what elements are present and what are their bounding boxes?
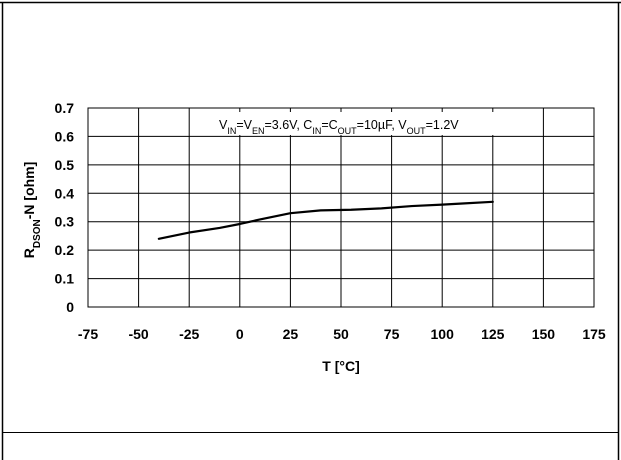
y-axis-label: RDSON-N [ohm] (21, 162, 43, 259)
chart-annotation: VIN=VEN=3.6V, CIN=COUT=10µF, VOUT=1.2V (219, 118, 459, 136)
x-tick-label: 0 (236, 326, 244, 342)
annotation-part: =V (236, 118, 252, 132)
x-tick-label: 75 (384, 326, 400, 342)
x-tick-label: 50 (333, 326, 349, 342)
annotation-part: =3.6V, C (265, 118, 313, 132)
annotation-part: IN (312, 126, 321, 136)
x-tick-label: 25 (283, 326, 299, 342)
x-tick-label: -25 (179, 326, 199, 342)
annotation-part: V (219, 118, 228, 132)
y-tick-label: 0.6 (55, 128, 75, 144)
y-tick-label: 0.4 (55, 185, 75, 201)
grid-lines (87, 107, 595, 308)
x-tick-label: -50 (128, 326, 148, 342)
annotation-part: OUT (407, 126, 427, 136)
series-layer (157, 200, 494, 240)
x-axis-label: T [°C] (322, 358, 359, 374)
x-tick-labels: -75 -50 -25 0 25 50 75 100 125 150 175 (78, 326, 606, 342)
y-axis-label-suffix: -N [ohm] (21, 162, 37, 220)
x-tick-label: 175 (582, 326, 606, 342)
annotation-box (214, 112, 540, 135)
series-line (157, 200, 494, 240)
x-tick-label: 100 (431, 326, 455, 342)
y-tick-label: 0.2 (55, 242, 75, 258)
annotation-part: IN (227, 126, 236, 136)
y-tick-label: 0 (66, 299, 74, 315)
annotation-part: EN (252, 126, 265, 136)
y-tick-label: 0.7 (55, 100, 75, 116)
y-tick-label: 0.3 (55, 214, 75, 230)
x-tick-label: -75 (78, 326, 98, 342)
annotation-part: OUT (338, 126, 358, 136)
x-tick-label: 125 (481, 326, 505, 342)
x-tick-label: 150 (532, 326, 556, 342)
y-axis-label-main: R (21, 248, 37, 258)
y-tick-labels: 0 0.1 0.2 0.3 0.4 0.5 0.6 0.7 (55, 100, 75, 315)
annotation-part: =C (321, 118, 337, 132)
annotation-part: =10µF, V (357, 118, 408, 132)
annotation-part: =1.2V (426, 118, 460, 132)
y-axis-label-sub: DSON (32, 219, 43, 248)
y-tick-label: 0.5 (55, 157, 75, 173)
y-tick-label: 0.1 (55, 271, 75, 287)
plot-area (87, 107, 595, 308)
